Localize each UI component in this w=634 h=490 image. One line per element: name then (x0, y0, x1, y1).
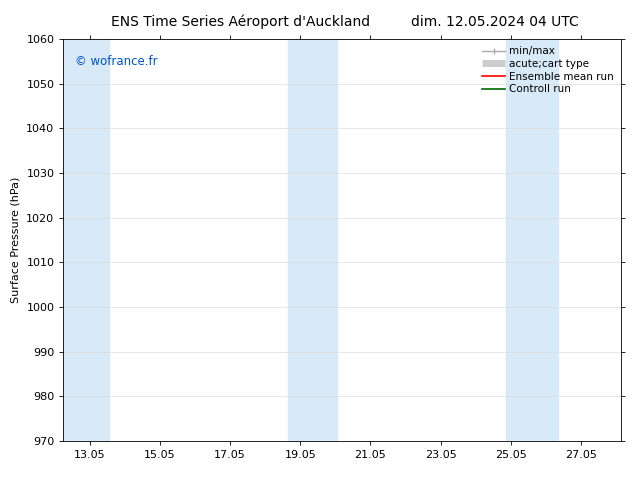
Bar (505, 39, 558, 441)
Bar (63, 39, 109, 441)
Text: ENS Time Series Aéroport d'Auckland: ENS Time Series Aéroport d'Auckland (112, 15, 370, 29)
Y-axis label: Surface Pressure (hPa): Surface Pressure (hPa) (11, 177, 21, 303)
Bar (288, 39, 337, 441)
Text: © wofrance.fr: © wofrance.fr (75, 55, 157, 68)
Legend: min/max, acute;cart type, Ensemble mean run, Controll run: min/max, acute;cart type, Ensemble mean … (480, 45, 616, 97)
Text: dim. 12.05.2024 04 UTC: dim. 12.05.2024 04 UTC (411, 15, 578, 29)
